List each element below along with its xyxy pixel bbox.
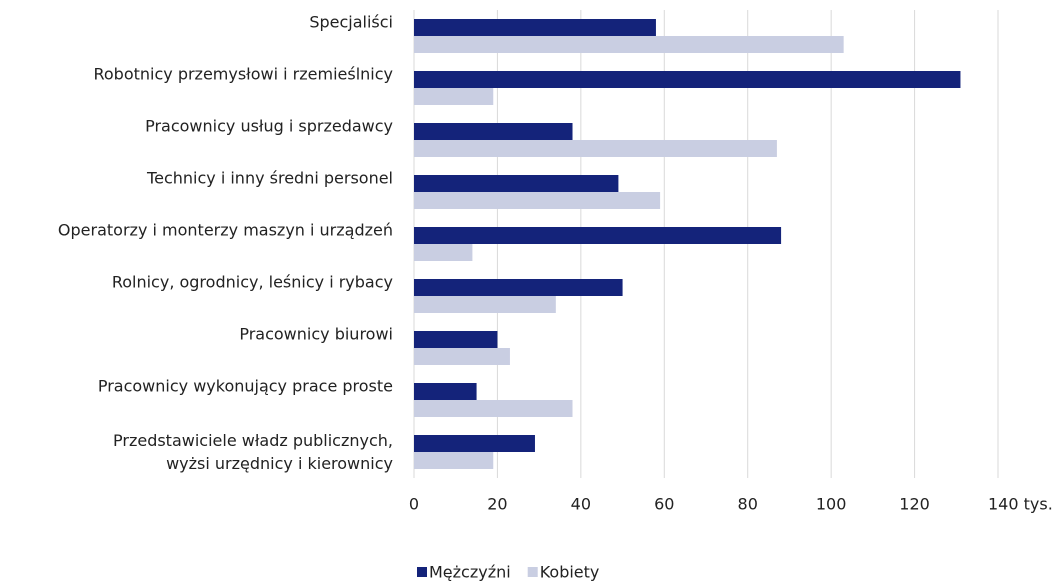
x-tick-label: 20	[487, 495, 507, 514]
x-tick-label: 0	[409, 495, 419, 514]
label-line: wyżsi urzędnicy i kierownicy	[166, 454, 393, 473]
x-tick-label: 100	[816, 495, 847, 514]
bar	[414, 400, 573, 417]
x-tick-label: 120	[899, 495, 930, 514]
label-line: Przedstawiciele władz publicznych,	[113, 431, 393, 450]
bar	[414, 452, 494, 469]
bar	[414, 19, 656, 36]
x-tick-label: 60	[654, 495, 674, 514]
bar	[414, 331, 498, 348]
bar	[414, 279, 623, 296]
legend-label: Mężczyźni	[429, 563, 511, 582]
x-tick-label: 140 tys.	[988, 495, 1053, 514]
bar	[414, 123, 573, 140]
bar	[414, 435, 535, 452]
y-tick-label: Specjaliści	[309, 13, 393, 32]
bar	[414, 140, 777, 157]
legend-swatch	[417, 567, 427, 577]
bar	[414, 244, 473, 261]
y-tick-label: Pracownicy biurowi	[239, 325, 393, 344]
bar	[414, 383, 477, 400]
bar	[414, 88, 494, 105]
bar	[414, 296, 556, 313]
bar	[414, 348, 510, 365]
y-tick-label: Robotnicy przemysłowi i rzemieślnicy	[93, 65, 393, 84]
legend-swatch	[527, 567, 538, 577]
y-tick-label: Rolnicy, ogrodnicy, leśnicy i rybacy	[112, 273, 393, 292]
bar	[414, 175, 619, 192]
y-tick-label: Przedstawiciele władz publicznych, wyżsi …	[113, 431, 393, 473]
x-tick-label: 40	[571, 495, 591, 514]
y-tick-label: Pracownicy wykonujący prace proste	[98, 377, 393, 396]
bar	[414, 71, 961, 88]
y-tick-label: Operatorzy i monterzy maszyn i urządzeń	[58, 221, 393, 240]
y-tick-label: Pracownicy usług i sprzedawcy	[145, 117, 393, 136]
legend-label: Kobiety	[540, 563, 600, 582]
bar	[414, 36, 844, 53]
bar	[414, 227, 782, 244]
x-tick-label: 80	[738, 495, 758, 514]
bar	[414, 192, 661, 209]
y-tick-label: Technicy i inny średni personel	[146, 169, 393, 188]
